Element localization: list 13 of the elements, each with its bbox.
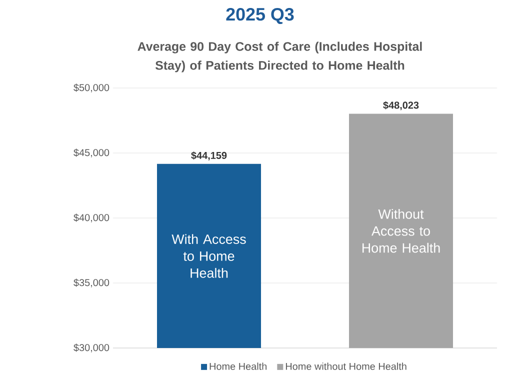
legend-label: Home Health [210,362,266,370]
data-label: $44,159 [191,151,227,160]
data-label: $48,023 [383,101,419,110]
y-tick-label: $45,000 [74,148,110,158]
y-tick-label: $35,000 [74,278,110,288]
annotation: Without Access to Home Health [362,208,440,253]
annotation: With Access to Home Health [172,234,246,278]
chart-title: 2025 Q3 [226,8,294,24]
y-tick-label: $50,000 [74,84,110,92]
y-tick-label: $30,000 [74,344,110,352]
y-tick-label: $40,000 [74,214,110,222]
legend-label: Home without Home Health [286,362,406,370]
chart-subtitle: Average 90 Day Cost of Care (Includes Hospital Stay) of Patients Directed to Home Health [138,42,422,72]
